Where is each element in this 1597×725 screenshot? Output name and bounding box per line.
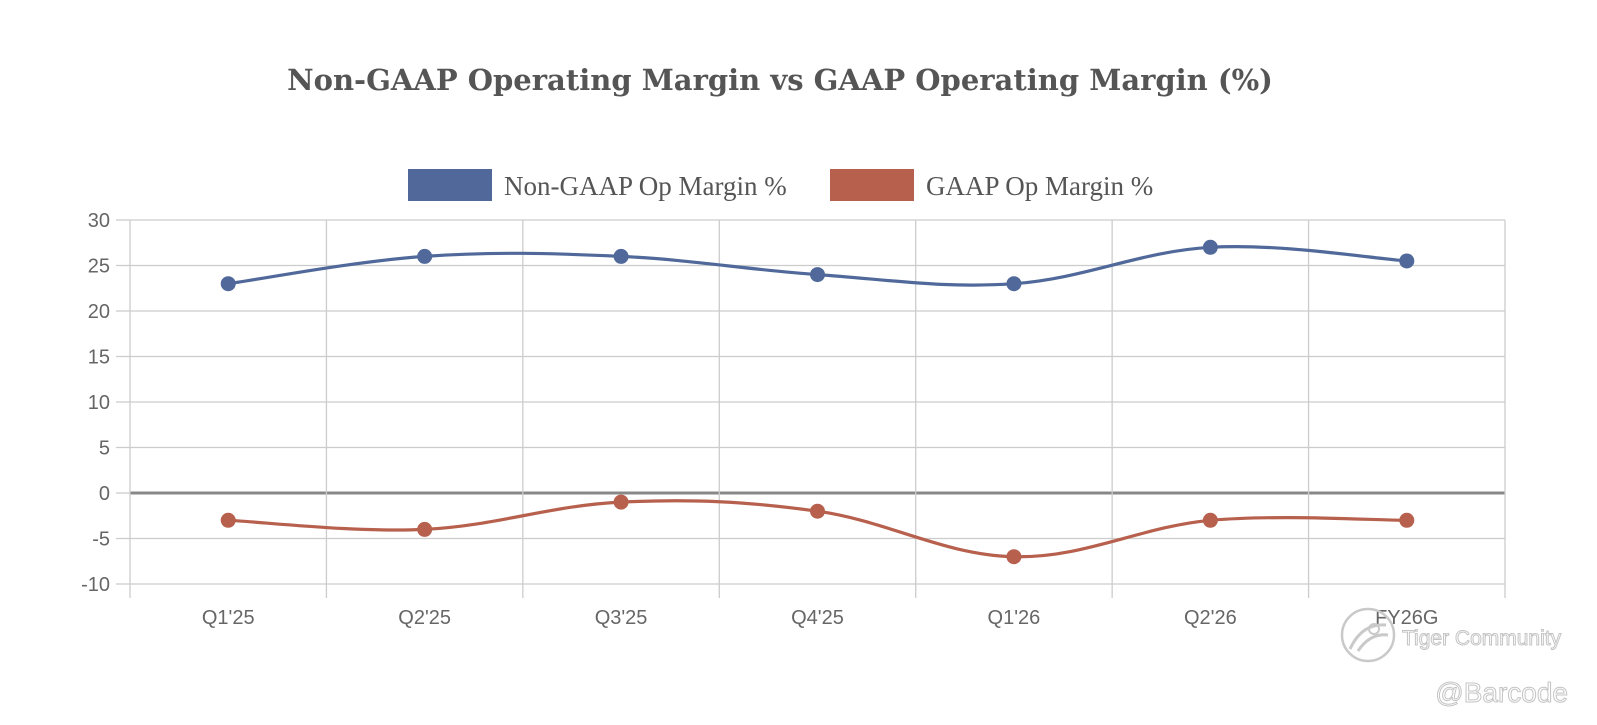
data-point-gaap[interactable] xyxy=(1006,549,1022,565)
data-point-non-gaap[interactable] xyxy=(810,267,825,283)
x-tick-label: Q3'25 xyxy=(595,607,648,629)
y-tick-label: 20 xyxy=(88,301,110,323)
grid xyxy=(129,219,1506,585)
y-tick-label: -10 xyxy=(81,574,110,596)
y-tick-label: 30 xyxy=(88,210,110,232)
chart-title: Non-GAAP Operating Margin vs GAAP Operat… xyxy=(287,63,1273,97)
data-point-non-gaap[interactable] xyxy=(1006,276,1022,292)
data-point-non-gaap[interactable] xyxy=(1202,239,1218,255)
data-point-gaap[interactable] xyxy=(1202,512,1218,528)
y-tick-label: 15 xyxy=(88,347,110,369)
data-point-non-gaap[interactable] xyxy=(220,276,236,292)
axes: 30 25 20 15 10 5 0 -5 -10 Q1'25 Q2'25 Q3'25 Q4'25 Q1'… xyxy=(81,210,1506,629)
y-tick-label: -5 xyxy=(92,529,110,551)
y-tick-label: 0 xyxy=(99,483,110,505)
x-tick-label: Q1'25 xyxy=(202,607,255,629)
data-point-gaap[interactable] xyxy=(613,494,629,510)
y-tick-label: 25 xyxy=(88,256,110,278)
data-point-gaap[interactable] xyxy=(810,503,825,519)
y-tick-label: 5 xyxy=(99,438,110,460)
legend-label-gaap: GAAP Op Margin % xyxy=(926,171,1153,201)
x-tick-label: Q2'25 xyxy=(398,607,451,629)
legend: Non-GAAP Op Margin % GAAP Op Margin % xyxy=(408,169,1153,201)
data-point-non-gaap[interactable] xyxy=(1399,253,1415,269)
y-tick-label: 10 xyxy=(88,392,110,414)
data-point-gaap[interactable] xyxy=(220,512,236,528)
series xyxy=(220,239,1415,565)
x-tick-label: Q2'26 xyxy=(1184,607,1237,629)
watermark: Tiger Community @Barcode xyxy=(1340,607,1569,709)
watermark-handle: @Barcode xyxy=(1435,677,1568,708)
legend-swatch-non-gaap xyxy=(408,169,492,201)
watermark-brand: Tiger Community xyxy=(1402,627,1562,650)
data-point-gaap[interactable] xyxy=(417,521,433,537)
legend-swatch-gaap xyxy=(830,169,914,201)
legend-label-non-gaap: Non-GAAP Op Margin % xyxy=(504,171,787,201)
data-point-gaap[interactable] xyxy=(1399,512,1415,528)
data-point-non-gaap[interactable] xyxy=(417,248,433,264)
x-tick-label: Q4'25 xyxy=(791,607,844,629)
data-point-non-gaap[interactable] xyxy=(613,248,629,264)
tiger-logo-icon xyxy=(1340,607,1396,663)
x-tick-label: Q1'26 xyxy=(988,607,1041,629)
